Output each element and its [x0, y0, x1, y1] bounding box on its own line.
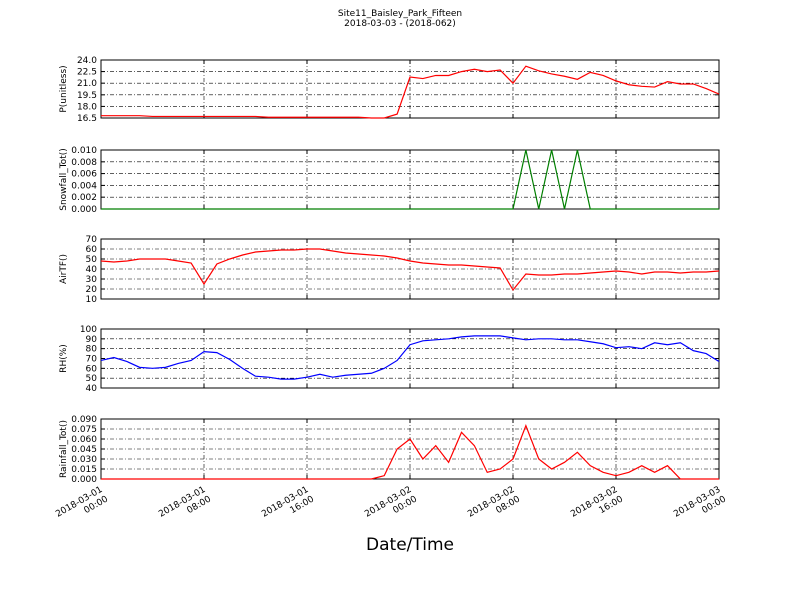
y-axis-label: AirTF() [59, 254, 69, 284]
y-tick-label: 0.008 [71, 158, 97, 168]
x-axis-label: Date/Time [366, 535, 454, 555]
y-tick-label: 50 [86, 374, 98, 384]
y-tick-label: 30 [86, 275, 98, 285]
y-tick-label: 40 [86, 384, 98, 394]
y-axis-label: RH(%) [59, 344, 69, 373]
data-line [100, 335, 720, 380]
y-tick-label: 0.045 [71, 445, 97, 455]
y-tick-label: 0.000 [71, 475, 97, 485]
y-tick-label: 80 [86, 345, 98, 355]
y-tick-label: 70 [86, 355, 98, 365]
y-tick-label: 20 [86, 285, 98, 295]
y-tick-label: 0.075 [71, 425, 97, 435]
y-tick-label: 10 [86, 295, 98, 305]
data-line [100, 248, 720, 292]
y-tick-label: 0.090 [71, 415, 97, 425]
y-tick-label: 19.5 [77, 91, 97, 101]
axes-frame [100, 418, 720, 480]
y-axis-label: P(unitless) [59, 65, 69, 112]
y-tick-label: 0.004 [71, 181, 97, 191]
y-axis-label: Rainfall_Tot() [59, 420, 69, 478]
y-axis-label: Snowfall_Tot() [59, 148, 69, 211]
axes-frame [100, 328, 720, 389]
y-tick-label: 0.000 [71, 205, 97, 215]
data-line [101, 424, 719, 480]
y-tick-label: 0.006 [71, 170, 97, 180]
y-tick-label: 60 [86, 364, 98, 374]
subplot: 16.5 18.019.5 21.022.5 24.0 P(unitless) [59, 56, 720, 124]
axes-frame [100, 238, 720, 300]
y-tick-label: 0.010 [71, 146, 97, 156]
figure-title: Site11_Baisley_Park_Fifteen [338, 9, 462, 19]
y-tick-label: 0.060 [71, 435, 97, 445]
y-tick-label: 90 [86, 335, 98, 345]
y-tick-label: 50 [86, 255, 98, 265]
y-tick-label: 22.5 [77, 68, 97, 78]
y-tick-label: 40 [86, 265, 98, 275]
y-tick-label: 0.030 [71, 455, 97, 465]
y-tick-label: 100 [80, 325, 97, 335]
y-tick-label: 24.0 [77, 56, 97, 66]
y-tick-label: 0.015 [71, 465, 97, 475]
axes-frame [100, 59, 720, 119]
y-tick-label: 16.5 [77, 114, 97, 124]
y-tick-label: 0.002 [71, 193, 97, 203]
data-line [101, 65, 720, 119]
figure-subtitle: 2018-03-03 - (2018-062) [344, 19, 456, 29]
y-tick-label: 70 [86, 235, 98, 245]
y-tick-label: 60 [86, 245, 98, 255]
y-tick-label: 18.0 [77, 102, 97, 112]
data-line [101, 149, 719, 210]
y-tick-label: 21.0 [77, 79, 97, 89]
